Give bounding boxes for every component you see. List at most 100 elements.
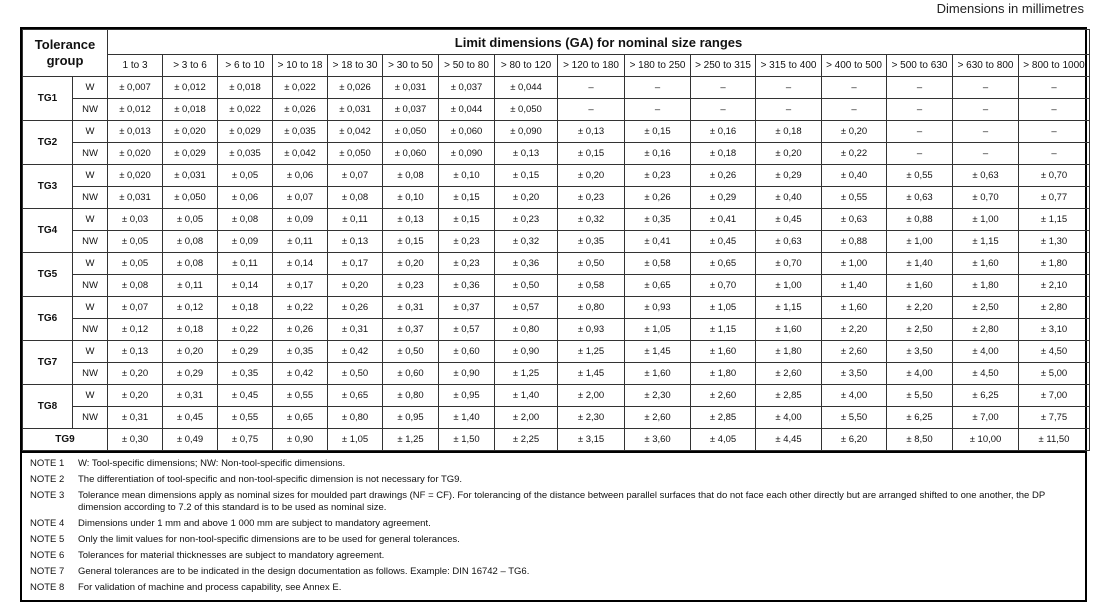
cell-value: –: [624, 76, 692, 99]
row-type: W: [71, 340, 109, 363]
cell-value: ± 0,07: [107, 296, 164, 319]
cell-value: ± 0,012: [162, 76, 219, 99]
data-row: TG6 W ± 0,07 ± 0,12 ± 0,18 ± 0,22 ± 0,26 ± 0,31…: [22, 296, 1091, 341]
cell-value: ± 2,60: [821, 340, 888, 363]
cell-value: ± 2,80: [1018, 296, 1091, 319]
data-row: TG9 ± 0,30 ± 0,49 ± 0,75 ± 0,90 ± 1,05 ± 1,25 ±…: [21, 428, 1091, 451]
cell-value: ± 0,60: [382, 362, 440, 385]
cell-value: ± 7,75: [1018, 406, 1091, 429]
cell-value: ± 2,25: [494, 428, 559, 451]
cell-value: ± 0,05: [107, 252, 164, 275]
cell-value: ± 0,20: [557, 164, 626, 187]
cell-value: ± 0,55: [821, 186, 888, 209]
data-row: TG1 W ± 0,007 ± 0,012 ± 0,018 ± 0,022 ± 0,026 ±…: [22, 76, 1091, 121]
cell-value: ± 4,00: [821, 384, 888, 407]
cell-value: ± 0,63: [755, 230, 823, 253]
row-type: NW: [71, 318, 109, 341]
cell-value: ± 0,06: [272, 164, 329, 187]
cell-value: ± 4,45: [755, 428, 823, 451]
cell-value: ± 0,15: [438, 208, 496, 231]
row-type: NW: [71, 362, 109, 385]
cell-value: ± 0,029: [217, 120, 274, 143]
cell-value: ± 0,17: [272, 274, 329, 297]
cell-value: ± 1,15: [755, 296, 823, 319]
range-header: > 50 to 80: [438, 54, 496, 77]
cell-value: ± 0,55: [217, 406, 274, 429]
cell-value: ± 5,50: [886, 384, 954, 407]
group-name: TG4: [22, 208, 73, 253]
cell-value: ± 2,60: [690, 384, 757, 407]
cell-value: ± 2,20: [886, 296, 954, 319]
cell-value: ± 0,22: [217, 318, 274, 341]
cell-value: ± 0,044: [494, 76, 559, 99]
cell-value: ± 0,042: [272, 142, 329, 165]
cell-value: ± 0,08: [162, 252, 219, 275]
data-row: NW ± 0,031 ± 0,050 ± 0,06 ± 0,07 ± 0,08 ± 0,10…: [23, 186, 1091, 209]
cell-value: ± 0,050: [494, 98, 559, 121]
note-label: NOTE 4: [30, 518, 65, 529]
cell-value: ± 0,16: [624, 142, 692, 165]
note: NOTE 6 Tolerances for material thicknesse…: [30, 548, 1077, 564]
cell-value: ± 0,50: [494, 274, 559, 297]
cell-value: –: [1018, 120, 1091, 143]
cell-value: ± 0,50: [557, 252, 626, 275]
cell-value: ± 0,58: [557, 274, 626, 297]
row-type: W: [71, 164, 109, 187]
cell-value: ± 1,80: [1018, 252, 1091, 275]
cell-value: ± 0,11: [162, 274, 219, 297]
data-row: NW ± 0,020 ± 0,029 ± 0,035 ± 0,042 ± 0,050 ± 0…: [23, 142, 1091, 165]
cell-value: ± 0,31: [382, 296, 440, 319]
cell-value: ± 0,31: [162, 384, 219, 407]
cell-value: ± 0,63: [886, 186, 954, 209]
cell-value: ± 0,029: [162, 142, 219, 165]
cell-value: ± 0,23: [382, 274, 440, 297]
cell-value: –: [952, 120, 1020, 143]
cell-value: ± 0,70: [690, 274, 757, 297]
cell-value: ± 0,70: [1018, 164, 1091, 187]
range-header: > 18 to 30: [327, 54, 384, 77]
table-frame: Tolerance group Limit dimensions (GA) fo…: [20, 27, 1091, 602]
cell-value: ± 0,45: [690, 230, 757, 253]
cell-value: ± 1,60: [624, 362, 692, 385]
cell-value: ± 0,007: [107, 76, 164, 99]
cell-value: ± 0,05: [107, 230, 164, 253]
cell-value: ± 0,36: [438, 274, 496, 297]
cell-value: ± 1,45: [624, 340, 692, 363]
cell-value: ± 0,15: [438, 186, 496, 209]
cell-value: ± 0,40: [821, 164, 888, 187]
cell-value: ± 0,018: [217, 76, 274, 99]
cell-value: ± 1,15: [690, 318, 757, 341]
cell-value: ± 0,80: [327, 406, 384, 429]
note-label: NOTE 3: [30, 490, 65, 501]
cell-value: ± 0,23: [494, 208, 559, 231]
cell-value: ± 0,03: [107, 208, 164, 231]
range-header: > 400 to 500: [821, 54, 888, 77]
range-header: > 3 to 6: [162, 54, 219, 77]
group-name: TG9: [21, 428, 109, 451]
cell-value: ± 0,20: [327, 274, 384, 297]
caption: Dimensions in millimetres: [936, 1, 1084, 16]
cell-value: ± 2,10: [1018, 274, 1091, 297]
cell-value: ± 0,050: [162, 186, 219, 209]
note-label: NOTE 6: [30, 550, 65, 561]
cell-value: ± 1,60: [952, 252, 1020, 275]
cell-value: ± 0,11: [327, 208, 384, 231]
cell-value: ± 0,15: [624, 120, 692, 143]
cell-value: –: [1018, 142, 1091, 165]
cell-value: ± 0,035: [217, 142, 274, 165]
note: NOTE 5 Only the limit values for non-tool…: [30, 532, 1077, 548]
range-header: > 500 to 630: [886, 54, 954, 77]
cell-value: ± 1,40: [886, 252, 954, 275]
cell-value: ± 0,35: [557, 230, 626, 253]
cell-value: ± 3,15: [557, 428, 626, 451]
row-type: W: [71, 296, 109, 319]
cell-value: ± 2,00: [494, 406, 559, 429]
cell-value: ± 1,00: [886, 230, 954, 253]
cell-value: ± 0,031: [162, 164, 219, 187]
cell-value: ± 2,50: [952, 296, 1020, 319]
span-header: Limit dimensions (GA) for nominal size r…: [107, 29, 1091, 55]
cell-value: ± 0,042: [327, 120, 384, 143]
cell-value: ± 0,13: [382, 208, 440, 231]
note-label: NOTE 1: [30, 458, 65, 469]
cell-value: ± 0,23: [624, 164, 692, 187]
